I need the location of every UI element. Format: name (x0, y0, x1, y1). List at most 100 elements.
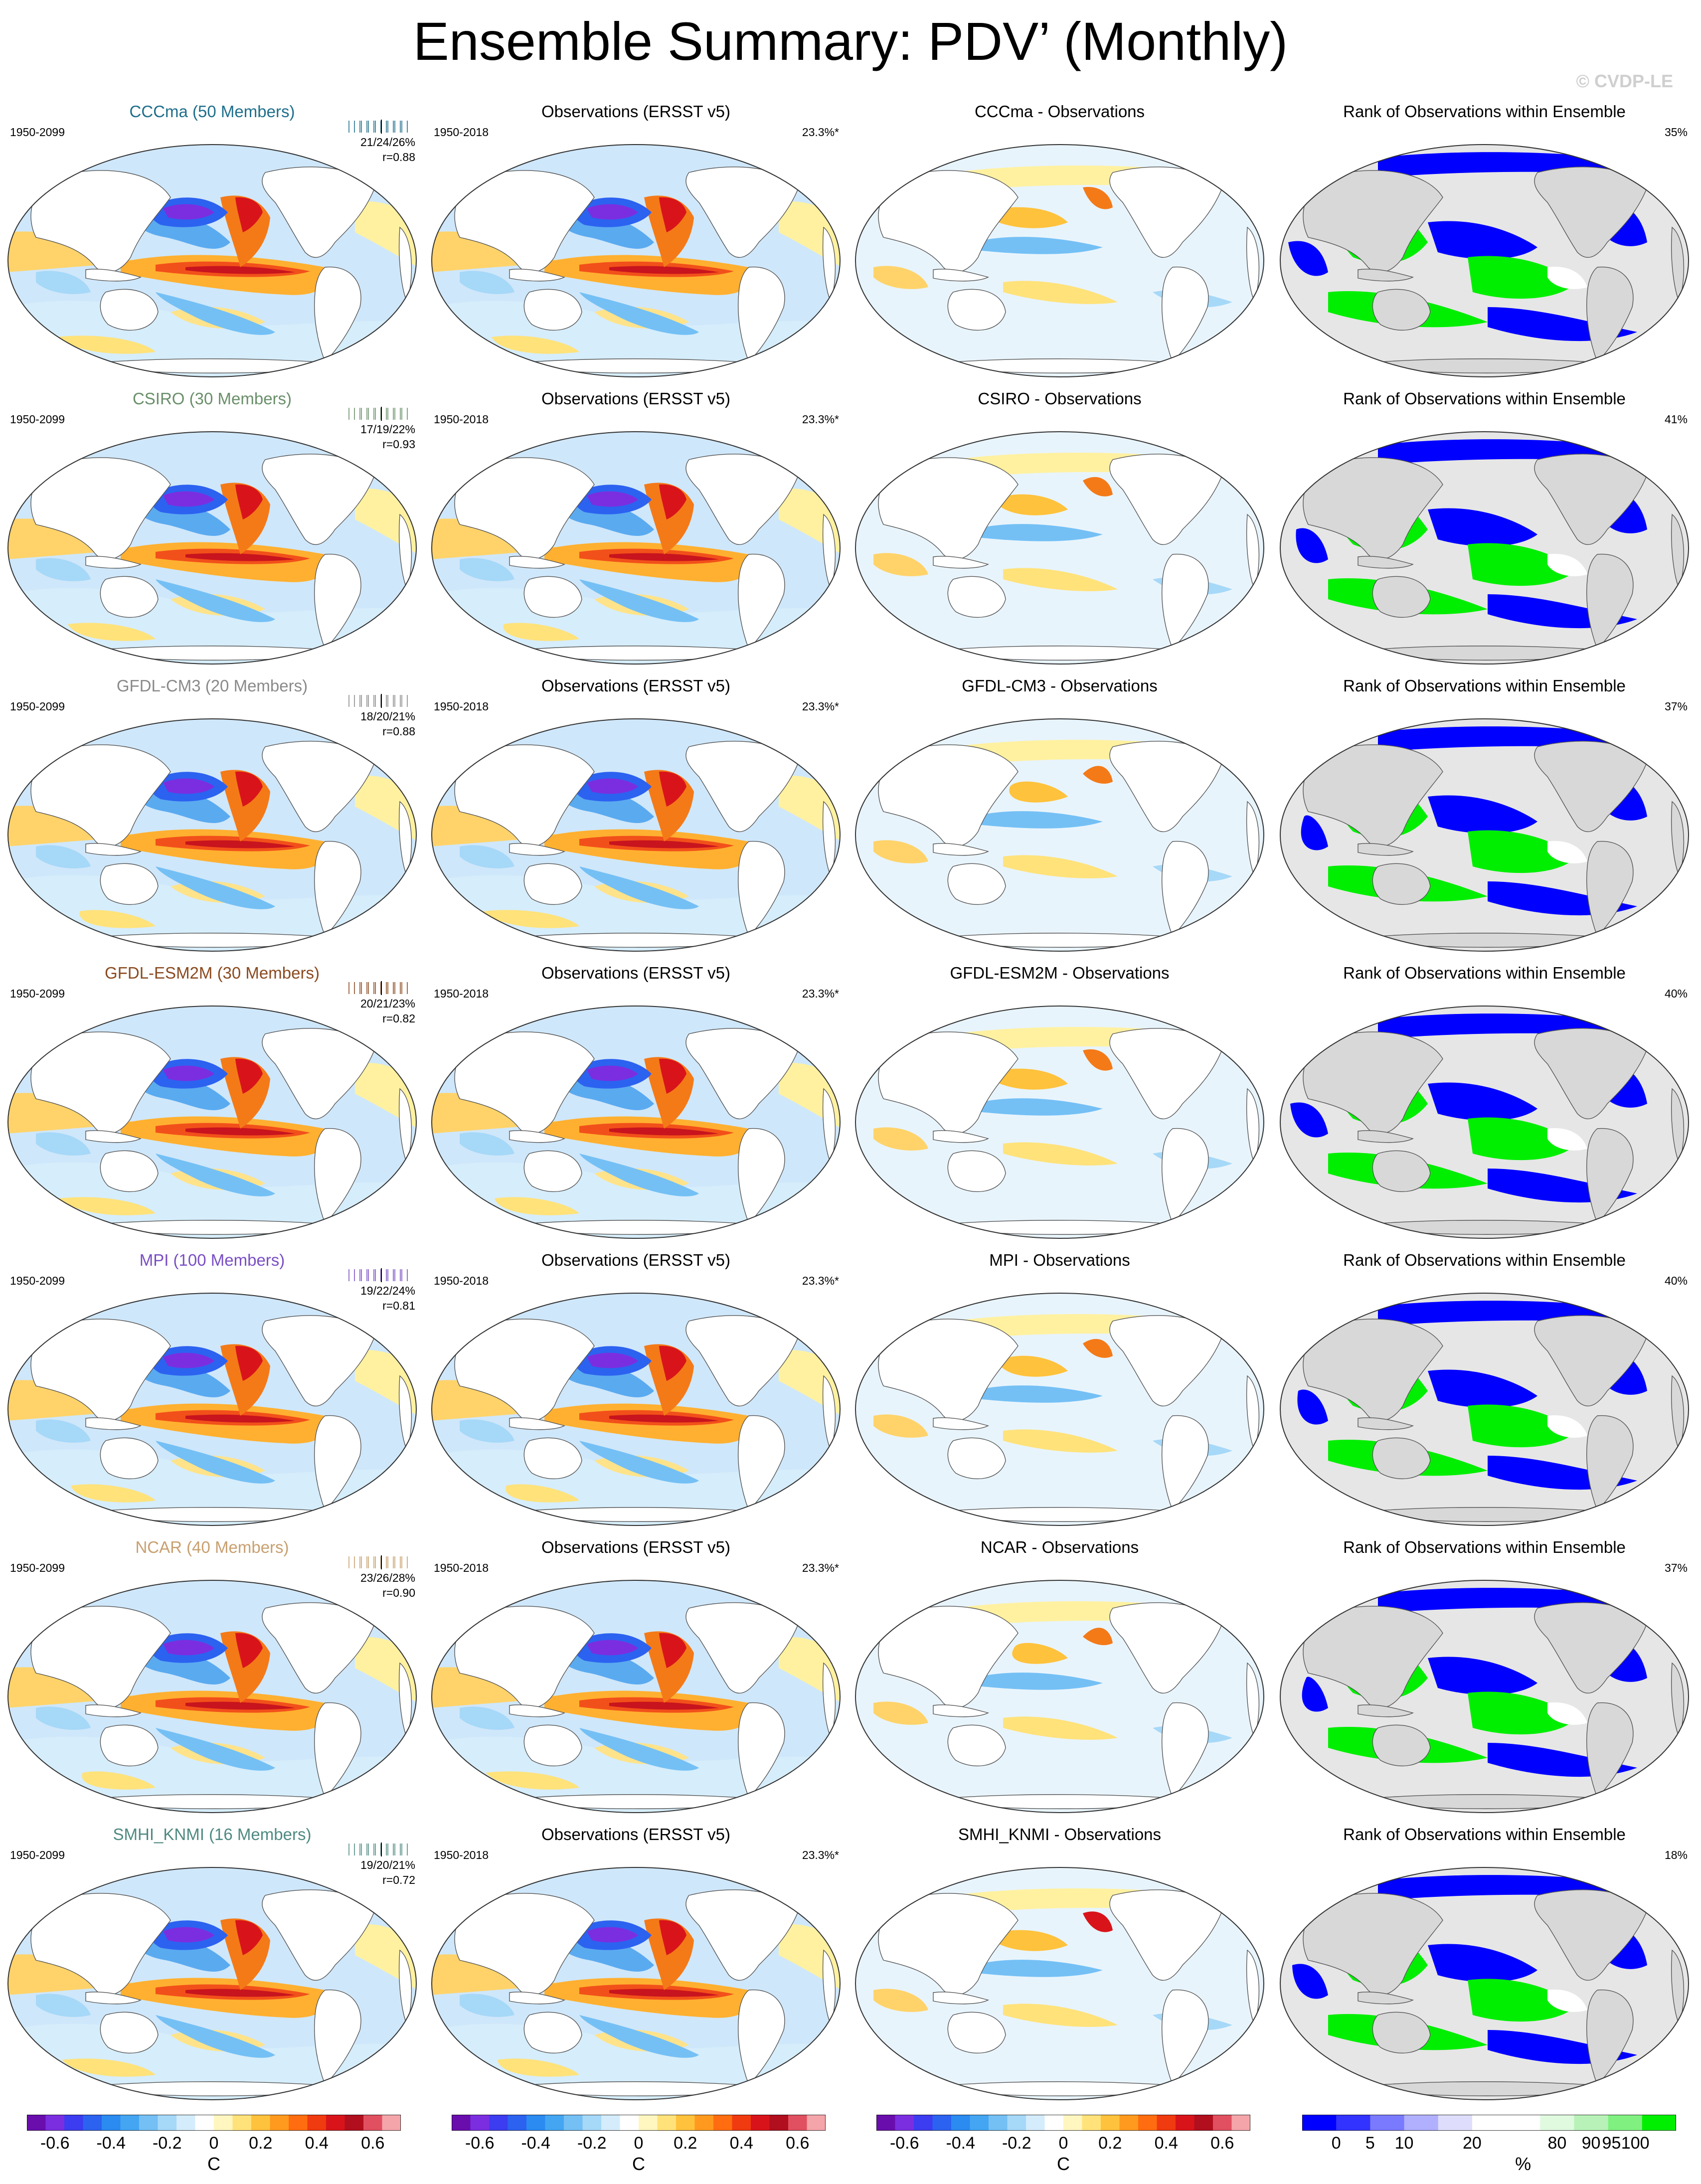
model-panel-5: NCAR (40 Members) 1950-2099 23/26/28% r=0.9… (4, 1537, 420, 1817)
model-stats-pct: 19/20/21% (360, 1858, 415, 1871)
model-panel-4: MPI (100 Members) 1950-2099 19/22/24% r=0.8… (4, 1250, 420, 1529)
model-stats-pct: 17/19/22% (360, 423, 415, 436)
landmass-7 (773, 1018, 804, 1037)
rank-panel-2: Rank of Observations within Ensemble 37% (1276, 676, 1693, 955)
landmass-7 (1197, 1879, 1227, 1899)
landmass-1 (100, 2012, 159, 2053)
colorbar-swatch (1157, 2115, 1176, 2131)
colorbar-swatch (1540, 2115, 1574, 2131)
landmass-7 (1197, 731, 1227, 750)
sst-colorbar-2: -0.6 -0.4 -0.2 0 0.2 0.4 0.6 C (876, 2115, 1250, 2174)
rank-map (1280, 1006, 1689, 1239)
colorbar-swatch (1404, 2115, 1439, 2131)
colorbar-swatch (582, 2115, 602, 2131)
obs-pct: 23.3%* (802, 413, 839, 426)
map-border (7, 431, 417, 665)
diff-title: MPI - Observations (989, 1251, 1130, 1269)
model-pattern-map (7, 144, 417, 377)
map-border (855, 1293, 1264, 1526)
landmass-7 (773, 1879, 804, 1899)
colorbar-tick-label: 0.4 (305, 2134, 329, 2153)
rank-panel-5: Rank of Observations within Ensemble 37% (1276, 1537, 1693, 1817)
landmass-1 (947, 1724, 1006, 1766)
rank-map (1280, 144, 1689, 377)
rank-colorbar: 0 5 10 20 80 90 95 100% (1302, 2115, 1676, 2174)
landmass-2 (509, 1130, 565, 1143)
obs-pct: 23.3%* (802, 1274, 839, 1287)
map-border (7, 1580, 417, 1813)
landmass-1 (1372, 576, 1431, 618)
difference-map (855, 431, 1264, 665)
map-border (1280, 431, 1689, 665)
colorbar-unit: C (1057, 2154, 1070, 2174)
obs-title: Observations (ERSST v5) (541, 1251, 731, 1269)
landmass-0 (30, 170, 171, 273)
landmass-0 (454, 457, 595, 560)
model-stats-r: r=0.88 (382, 725, 415, 738)
colorbar-swatch (914, 2115, 933, 2131)
diff-title: CSIRO - Observations (978, 389, 1142, 408)
obs-period: 1950-2018 (434, 126, 489, 139)
rank-title: Rank of Observations within Ensemble (1343, 1825, 1626, 1844)
difference-map (855, 1580, 1264, 1813)
landmass-1 (523, 1724, 582, 1766)
model-title: MPI (100 Members) (139, 1251, 285, 1269)
landmass-1 (947, 576, 1006, 618)
colorbar-swatch (452, 2115, 471, 2131)
landmass-1 (1372, 1437, 1431, 1479)
colorbar-swatch (1302, 2115, 1337, 2131)
rank-map (1280, 431, 1689, 665)
sst-colorbar-1: -0.6 -0.4 -0.2 0 0.2 0.4 0.6 C (452, 2115, 826, 2174)
rank-panel-1: Rank of Observations within Ensemble 41% (1276, 389, 1693, 668)
obs-panel-2: Observations (ERSST v5) 1950-2018 23.3%* (428, 676, 844, 955)
colorbar-swatch (214, 2115, 233, 2131)
colorbar-swatch (1336, 2115, 1370, 2131)
landmass-2 (1358, 843, 1414, 856)
model-panel-0: CCCma (50 Members) 1950-2099 21/24/26% r=0.… (4, 102, 420, 381)
diff-title: GFDL-ESM2M - Observations (950, 964, 1170, 982)
landmass-7 (1622, 731, 1652, 750)
diff-panel-2: GFDL-CM3 - Observations (851, 676, 1268, 955)
map-border (1280, 1867, 1689, 2100)
landmass-0 (454, 1319, 595, 1421)
colorbar-tick-label: 0.2 (249, 2134, 273, 2153)
difference-map (855, 1293, 1264, 1526)
landmass-2 (1358, 269, 1414, 282)
difference-map (855, 144, 1264, 377)
colorbar-swatch (1176, 2115, 1194, 2131)
landmass-2 (1358, 1130, 1414, 1143)
map-border (431, 431, 841, 665)
landmass-1 (1372, 289, 1431, 331)
map-border (7, 718, 417, 952)
colorbar-swatch (1213, 2115, 1232, 2131)
model-stats: 20/21/23% r=0.82 (360, 996, 415, 1026)
obs-pattern-map (431, 1867, 841, 2100)
landmass-1 (947, 2012, 1006, 2053)
obs-title: Observations (ERSST v5) (541, 964, 731, 982)
model-period: 1950-2099 (10, 700, 65, 713)
obs-panel-0: Observations (ERSST v5) 1950-2018 23.3%* (428, 102, 844, 381)
colorbar-swatch (489, 2115, 508, 2131)
landmass-1 (947, 289, 1006, 331)
map-border (7, 1006, 417, 1239)
colorbar-swatch (751, 2115, 770, 2131)
colorbar-tick-label: -0.2 (152, 2134, 182, 2153)
colorbar-tick-label: 80 (1547, 2134, 1567, 2153)
rank-pct: 35% (1664, 126, 1688, 139)
colorbar-unit: % (1515, 2154, 1531, 2174)
model-period: 1950-2099 (10, 1848, 65, 1861)
model-pattern-map (7, 1867, 417, 2100)
colorbar-swatch (807, 2115, 826, 2131)
map-border (1280, 1580, 1689, 1813)
page-title: Ensemble Summary: PDV’ (Monthly) (413, 11, 1288, 71)
landmass-7 (1197, 1305, 1227, 1325)
colorbar-swatch (1026, 2115, 1045, 2131)
model-period: 1950-2099 (10, 126, 65, 139)
obs-pattern-map (431, 431, 841, 665)
colorbar-swatch (989, 2115, 1008, 2131)
landmass-2 (933, 1704, 989, 1717)
colorbar-swatch (1438, 2115, 1473, 2131)
colorbar-tick-label: 0.6 (361, 2134, 385, 2153)
rank-panel-6: Rank of Observations within Ensemble 18% (1276, 1825, 1693, 2104)
rank-title: Rank of Observations within Ensemble (1343, 102, 1626, 121)
